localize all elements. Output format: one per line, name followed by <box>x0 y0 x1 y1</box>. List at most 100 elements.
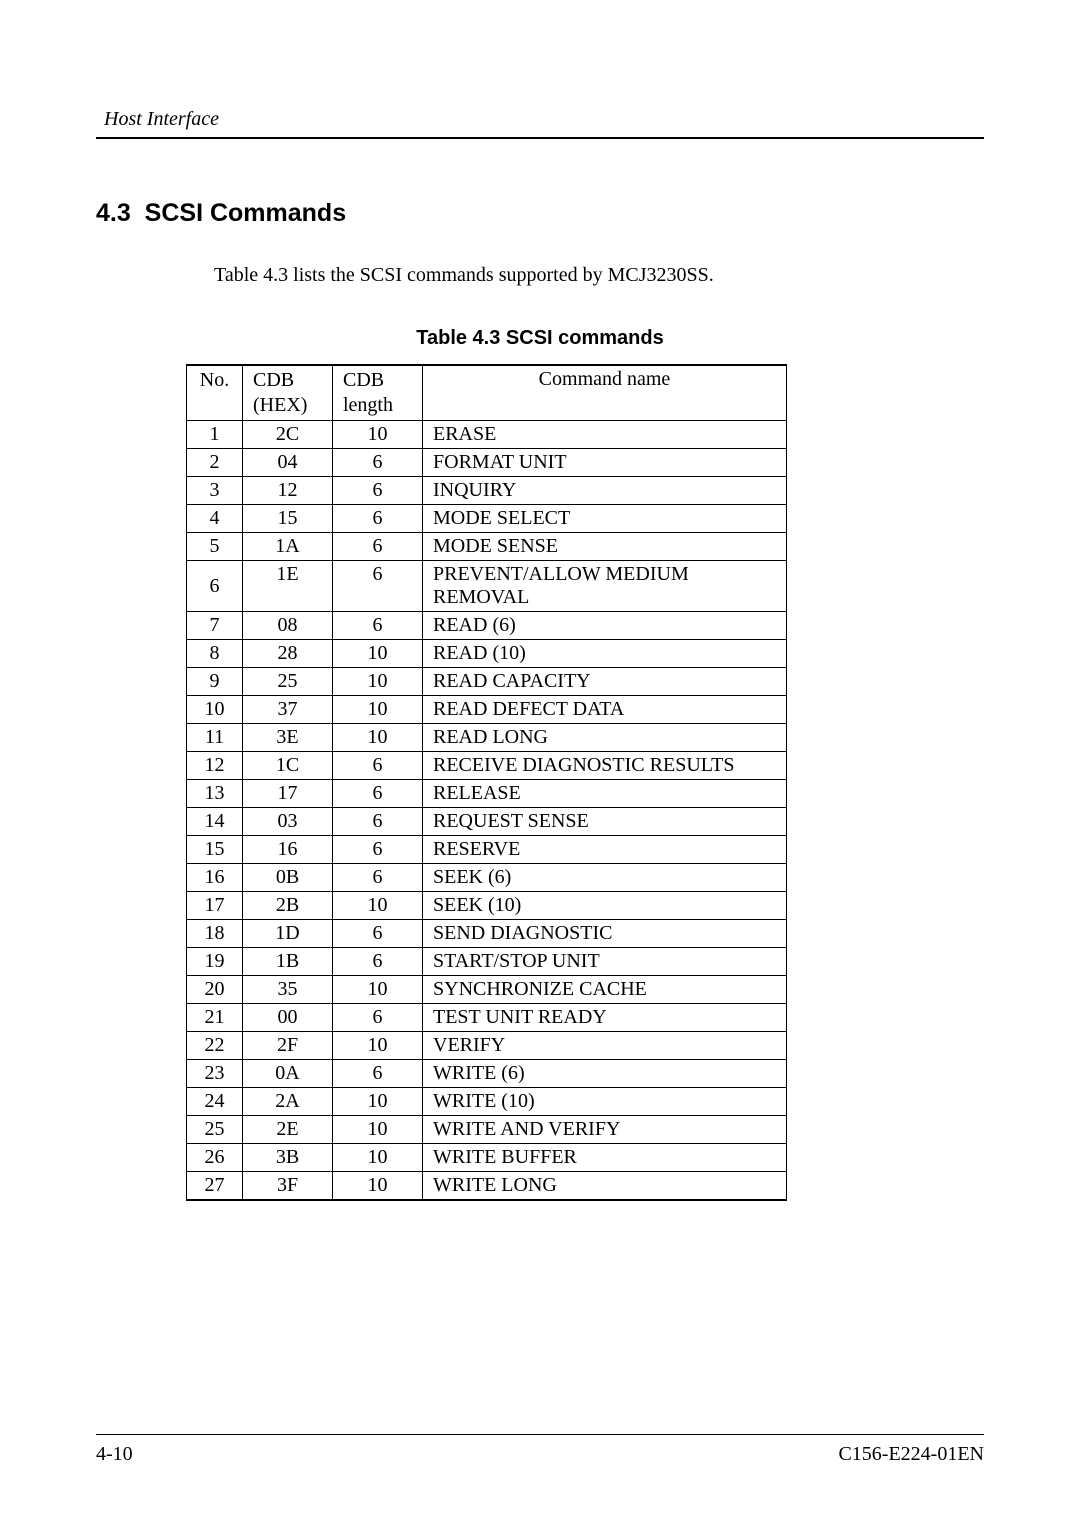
table-row: 7086READ (6) <box>187 612 787 640</box>
table-row: 172B10SEEK (10) <box>187 892 787 920</box>
cell-cdb-hex: 08 <box>243 612 333 640</box>
cell-cdb-hex: 37 <box>243 696 333 724</box>
cell-cdb-length: 10 <box>333 1032 423 1060</box>
cell-command-name: PREVENT/ALLOW MEDIUM REMOVAL <box>423 561 787 612</box>
cell-cdb-length: 10 <box>333 668 423 696</box>
col-header-cdb-length: CDB length <box>333 365 423 421</box>
table-row: 181D6SEND DIAGNOSTIC <box>187 920 787 948</box>
table-row: 191B6START/STOP UNIT <box>187 948 787 976</box>
table-row: 113E10READ LONG <box>187 724 787 752</box>
table-row: 103710READ DEFECT DATA <box>187 696 787 724</box>
cell-cdb-length: 6 <box>333 920 423 948</box>
table-body: 12C10ERASE2046FORMAT UNIT3126INQUIRY4156… <box>187 421 787 1201</box>
cell-no: 1 <box>187 421 243 449</box>
table-row: 3126INQUIRY <box>187 477 787 505</box>
cell-no: 13 <box>187 780 243 808</box>
cell-cdb-length: 10 <box>333 1144 423 1172</box>
cell-command-name: READ CAPACITY <box>423 668 787 696</box>
col-header-cdb-len-l1: CDB <box>343 369 384 391</box>
cell-command-name: READ LONG <box>423 724 787 752</box>
cell-command-name: FORMAT UNIT <box>423 449 787 477</box>
cell-command-name: READ (10) <box>423 640 787 668</box>
table-row: 252E10WRITE AND VERIFY <box>187 1116 787 1144</box>
cell-cdb-hex: 25 <box>243 668 333 696</box>
cell-command-name: START/STOP UNIT <box>423 948 787 976</box>
col-header-no: No. <box>187 365 243 421</box>
section-intro: Table 4.3 lists the SCSI commands suppor… <box>214 264 984 287</box>
cell-cdb-length: 6 <box>333 1004 423 1032</box>
cell-no: 27 <box>187 1172 243 1201</box>
cell-no: 2 <box>187 449 243 477</box>
cell-cdb-length: 6 <box>333 836 423 864</box>
col-header-cdb-hex-l1: CDB <box>253 369 294 391</box>
cell-cdb-length: 6 <box>333 752 423 780</box>
cell-command-name: RECEIVE DIAGNOSTIC RESULTS <box>423 752 787 780</box>
cell-cdb-length: 6 <box>333 864 423 892</box>
page-container: Host Interface 4.3 SCSI Commands Table 4… <box>0 0 1080 1528</box>
cell-command-name: WRITE (6) <box>423 1060 787 1088</box>
cell-cdb-hex: 0A <box>243 1060 333 1088</box>
cell-cdb-hex: 28 <box>243 640 333 668</box>
cell-cdb-length: 10 <box>333 892 423 920</box>
cell-cdb-hex: 04 <box>243 449 333 477</box>
section-title-text: SCSI Commands <box>145 199 346 227</box>
cell-no: 5 <box>187 533 243 561</box>
footer-page-number: 4-10 <box>96 1443 133 1466</box>
table-row: 230A6WRITE (6) <box>187 1060 787 1088</box>
cell-command-name: ERASE <box>423 421 787 449</box>
cell-cdb-hex: 03 <box>243 808 333 836</box>
cell-cdb-length: 6 <box>333 477 423 505</box>
cell-cdb-length: 6 <box>333 533 423 561</box>
cell-no: 10 <box>187 696 243 724</box>
col-header-cdb-hex-l2: (HEX) <box>253 394 307 416</box>
cell-cdb-length: 6 <box>333 561 423 612</box>
page-footer: 4-10 C156-E224-01EN <box>96 1434 984 1466</box>
table-row: 14036REQUEST SENSE <box>187 808 787 836</box>
cell-cdb-length: 10 <box>333 1088 423 1116</box>
cell-cdb-hex: 0B <box>243 864 333 892</box>
cell-cdb-hex: 1E <box>243 561 333 612</box>
cell-cdb-length: 6 <box>333 780 423 808</box>
table-row: 242A10WRITE (10) <box>187 1088 787 1116</box>
cell-no: 8 <box>187 640 243 668</box>
table-row: 15166RESERVE <box>187 836 787 864</box>
table-row: 222F10VERIFY <box>187 1032 787 1060</box>
cell-no: 9 <box>187 668 243 696</box>
cell-cdb-hex: 1C <box>243 752 333 780</box>
cell-cdb-hex: 1A <box>243 533 333 561</box>
section-heading: 4.3 SCSI Commands <box>96 199 984 228</box>
cell-cdb-hex: 2B <box>243 892 333 920</box>
cell-no: 16 <box>187 864 243 892</box>
cell-no: 15 <box>187 836 243 864</box>
cell-cdb-hex: 2F <box>243 1032 333 1060</box>
cell-no: 24 <box>187 1088 243 1116</box>
table-row: 2046FORMAT UNIT <box>187 449 787 477</box>
col-header-command-name: Command name <box>423 365 787 421</box>
cell-no: 18 <box>187 920 243 948</box>
cell-cdb-hex: 3B <box>243 1144 333 1172</box>
cell-command-name: VERIFY <box>423 1032 787 1060</box>
table-header-row: No. CDB (HEX) CDB length Co <box>187 365 787 421</box>
cell-no: 11 <box>187 724 243 752</box>
cell-command-name: SEND DIAGNOSTIC <box>423 920 787 948</box>
cell-no: 19 <box>187 948 243 976</box>
cell-cdb-length: 6 <box>333 948 423 976</box>
cell-cdb-length: 6 <box>333 505 423 533</box>
table-caption: Table 4.3 SCSI commands <box>96 327 984 350</box>
cell-cdb-hex: 12 <box>243 477 333 505</box>
table-row: 121C6RECEIVE DIAGNOSTIC RESULTS <box>187 752 787 780</box>
cell-command-name: SEEK (6) <box>423 864 787 892</box>
cell-command-name: READ (6) <box>423 612 787 640</box>
cell-no: 12 <box>187 752 243 780</box>
page-header: Host Interface <box>96 108 984 139</box>
table-row: 82810READ (10) <box>187 640 787 668</box>
cell-command-name: TEST UNIT READY <box>423 1004 787 1032</box>
cell-cdb-length: 6 <box>333 449 423 477</box>
table-row: 13176RELEASE <box>187 780 787 808</box>
cell-no: 7 <box>187 612 243 640</box>
cell-cdb-hex: 3E <box>243 724 333 752</box>
cell-no: 4 <box>187 505 243 533</box>
table-row: 160B6SEEK (6) <box>187 864 787 892</box>
cell-cdb-hex: 16 <box>243 836 333 864</box>
cell-command-name: REQUEST SENSE <box>423 808 787 836</box>
